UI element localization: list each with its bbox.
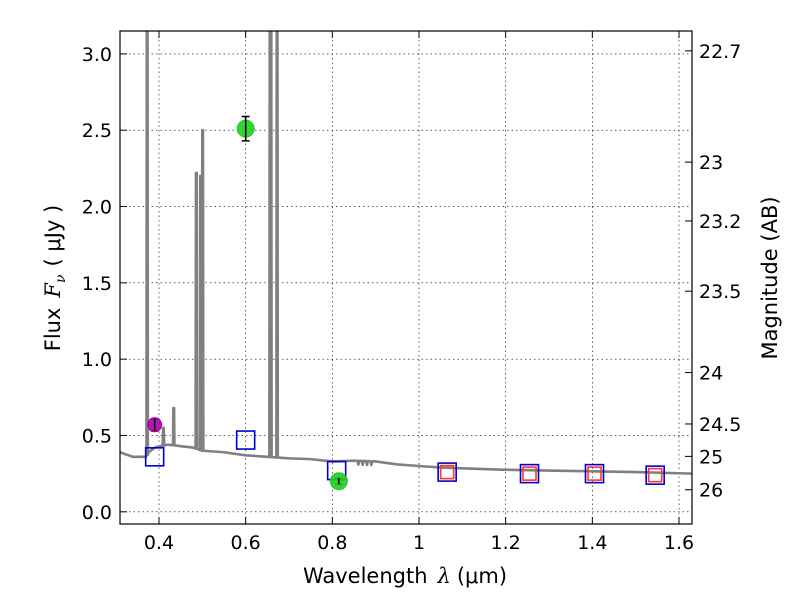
series-1-marker-1	[522, 466, 537, 481]
y2-tick-label-1: 23	[699, 152, 723, 174]
series-0-marker-0	[144, 447, 165, 467]
x-axis-label-symbol: λ	[437, 564, 451, 588]
y-tick-label-6: 3.0	[82, 44, 112, 66]
series-1-marker-2	[587, 466, 602, 481]
y-axis-label-unit: ( μJy )	[41, 205, 65, 267]
y-tick-label-5: 2.5	[82, 120, 112, 142]
series-0-marker-4	[519, 463, 540, 484]
plot-frame	[119, 30, 693, 525]
plot-area	[120, 31, 692, 491]
y2-tick-label-3: 23.5	[699, 281, 741, 303]
y2-tick-label-5: 24.5	[699, 414, 741, 436]
series-1-marker-0	[439, 464, 455, 480]
y2-axis-label: Magnitude (AB)	[758, 196, 782, 359]
series-0-marker-3	[437, 462, 457, 482]
series-0-marker-6	[645, 465, 665, 485]
model-spectrum-line	[120, 31, 692, 475]
x-tick-label-1: 0.6	[231, 532, 261, 554]
y2-tick-label-4: 24	[699, 363, 723, 385]
axis-ticks: 0.4 0.6 0.8 1 1.2 1.4 1.6 0.0 0.5 1.0 1.5 2.0 2.5 3.0…	[82, 31, 741, 554]
y-tick-label-1: 0.5	[82, 425, 112, 447]
x-axis-label-text: Wavelength	[303, 564, 428, 588]
series-0-marker-5	[584, 463, 605, 484]
y-tick-label-2: 1.0	[82, 349, 112, 371]
y2-tick-label-6: 25	[699, 446, 723, 468]
x-tick-label-2: 0.8	[317, 532, 347, 554]
y-axis-label: Flux Fν ( μJy )	[41, 205, 69, 351]
x-tick-label-0: 0.4	[144, 532, 174, 554]
series-1-marker-3	[647, 467, 663, 483]
x-tick-label-3: 1	[413, 532, 425, 554]
y-axis-label-text: Flux	[41, 308, 65, 352]
y-tick-label-4: 2.0	[82, 197, 112, 219]
x-tick-label-4: 1.2	[491, 532, 521, 554]
y-axis-label-symbol: F	[41, 282, 65, 299]
y2-tick-label-7: 26	[699, 480, 723, 502]
y-tick-label-0: 0.0	[82, 502, 112, 524]
y2-tick-label-2: 23.2	[699, 211, 741, 233]
grid	[120, 31, 692, 524]
series-0-marker-1	[235, 430, 256, 450]
y-axis-label-subscript: ν	[53, 274, 69, 283]
x-axis-label-unit: (μm)	[457, 564, 507, 588]
x-tick-label-5: 1.4	[577, 532, 607, 554]
y2-tick-label-0: 22.7	[699, 41, 741, 63]
y-tick-label-3: 1.5	[82, 273, 112, 295]
x-axis-label: Wavelength λ (μm)	[303, 564, 507, 588]
x-tick-label-6: 1.6	[664, 532, 694, 554]
